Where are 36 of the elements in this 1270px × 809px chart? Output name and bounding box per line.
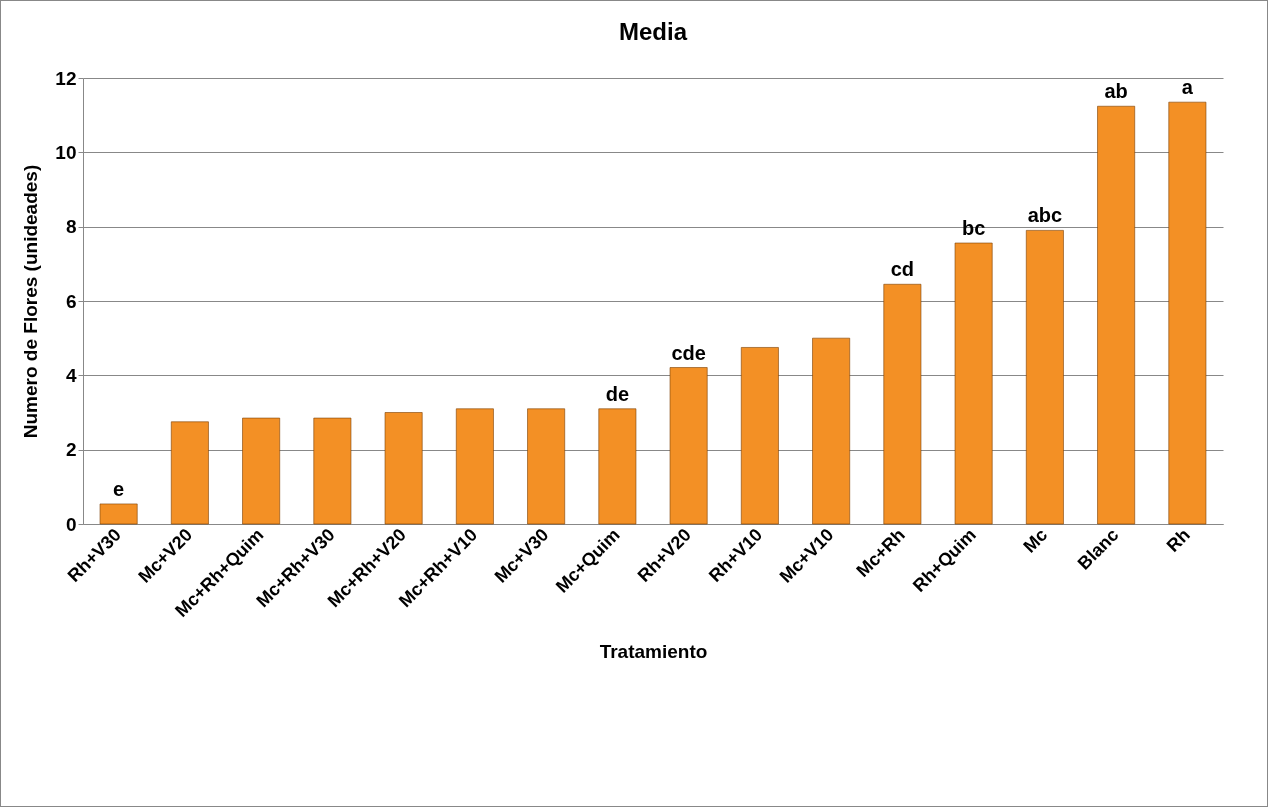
y-tick-label: 12: [55, 67, 77, 89]
annotation: ab: [1104, 80, 1128, 103]
annotation: abc: [1027, 204, 1063, 227]
y-tick-label: 8: [65, 216, 77, 238]
bar: [1025, 230, 1064, 525]
bar: [527, 408, 566, 525]
bar: [1168, 101, 1207, 525]
bar: [99, 503, 138, 525]
bar: [1097, 105, 1136, 525]
annotation: cde: [671, 341, 706, 364]
bar: [455, 408, 494, 525]
y-tick-label: 0: [65, 513, 77, 535]
y-tick-label: 6: [65, 290, 77, 312]
bar: [313, 417, 352, 525]
bar: [170, 421, 209, 525]
x-axis-title: Tratamiento: [599, 640, 708, 662]
annotation: de: [605, 382, 630, 405]
chart-title: Media: [618, 18, 688, 45]
bar: [740, 347, 779, 525]
bar: [954, 242, 993, 525]
y-tick-label: 4: [65, 364, 77, 386]
x-tick-label: Rh: [1162, 524, 1194, 556]
y-tick-label: 10: [55, 141, 77, 163]
annotation: bc: [961, 217, 986, 240]
bar: [242, 417, 281, 525]
bar: [384, 412, 423, 525]
annotation: e: [113, 477, 125, 500]
bar: [598, 408, 637, 525]
bar: [812, 337, 851, 525]
bar: [669, 367, 708, 525]
annotation: a: [1181, 76, 1194, 99]
y-axis-title: Numero de Flores (unideades): [20, 164, 42, 439]
annotation: cd: [890, 258, 915, 281]
bar: [883, 283, 922, 525]
x-tick-label: Mc: [1019, 524, 1052, 557]
y-tick-label: 2: [65, 439, 77, 461]
